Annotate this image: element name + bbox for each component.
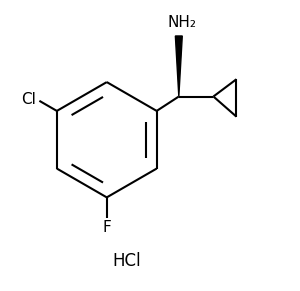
Text: F: F bbox=[102, 221, 111, 235]
Polygon shape bbox=[176, 36, 182, 97]
Text: HCl: HCl bbox=[112, 252, 141, 270]
Text: NH₂: NH₂ bbox=[167, 15, 196, 30]
Text: Cl: Cl bbox=[22, 92, 37, 107]
